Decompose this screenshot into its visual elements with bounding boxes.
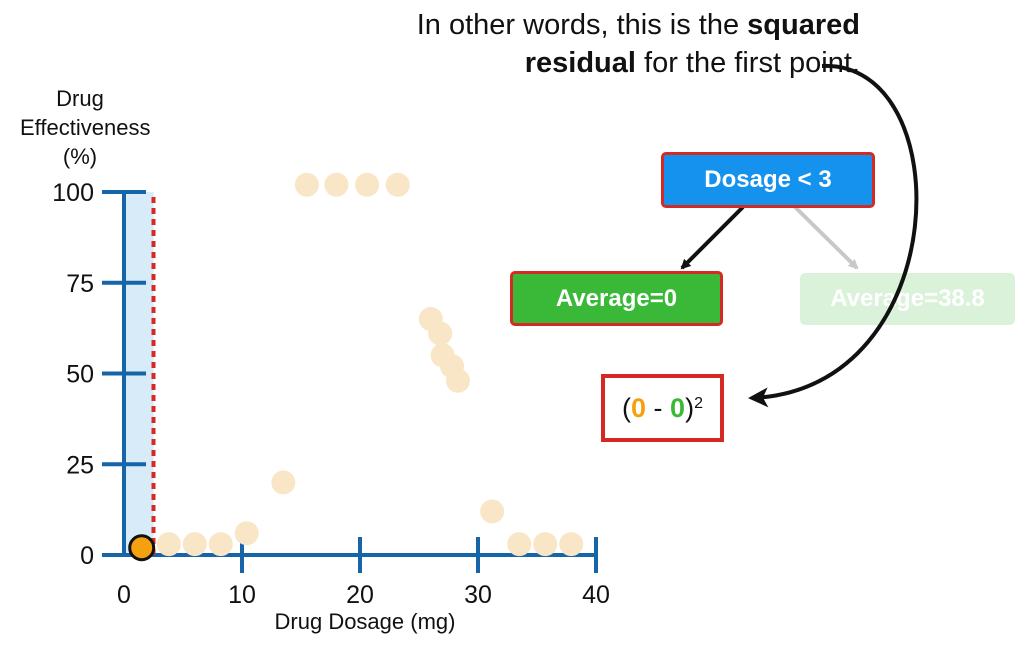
data-point-11 xyxy=(428,321,453,346)
formula-exponent: 2 xyxy=(694,395,703,412)
data-point-9 xyxy=(385,172,410,197)
data-point-6 xyxy=(294,172,319,197)
y-axis-label-line2: Effectiveness xyxy=(20,115,151,140)
annotation-line1-plain: In other words, this is the xyxy=(416,9,748,41)
y-axis-label-line1: Drug xyxy=(56,86,104,111)
x-tick-label-30: 30 xyxy=(464,581,492,609)
x-tick-label-0: 0 xyxy=(117,581,131,609)
y-tick-label-50: 50 xyxy=(66,361,94,389)
annotation-line2-bold: residual xyxy=(524,47,636,79)
y-axis-label: Drug Effectiveness (%) xyxy=(20,84,151,171)
x-tick-label-40: 40 xyxy=(582,581,610,609)
formula-open-paren: ( xyxy=(622,392,632,423)
tree-left-leaf: Average=0 xyxy=(510,271,723,326)
data-point-5 xyxy=(271,470,296,495)
data-point-16 xyxy=(507,532,532,557)
tree-arrows xyxy=(680,205,859,270)
root-to-left-arrow xyxy=(680,205,745,270)
formula-close-paren: ) xyxy=(685,392,695,423)
data-point-2 xyxy=(182,532,207,557)
annotation-text: In other words, this is the squared resi… xyxy=(350,6,860,82)
data-point-8 xyxy=(355,172,380,197)
highlighted-data-point xyxy=(128,534,156,562)
y-tick-label-100: 100 xyxy=(52,179,94,207)
y-tick-label-75: 75 xyxy=(66,270,94,298)
formula-predicted-value: 0 xyxy=(670,392,686,423)
data-point-4 xyxy=(234,521,259,546)
x-tick-label-10: 10 xyxy=(228,581,256,609)
data-point-7 xyxy=(324,172,349,197)
y-tick-label-25: 25 xyxy=(66,451,94,479)
tree-root-node: Dosage < 3 xyxy=(661,152,875,208)
x-axis-label: Drug Dosage (mg) xyxy=(274,609,456,634)
data-point-1 xyxy=(156,532,181,557)
annotation-line1-bold: squared xyxy=(747,9,860,41)
annotation-line2-plain: for the first point. xyxy=(635,47,860,79)
formula-observed-value: 0 xyxy=(631,392,647,423)
squared-residual-formula: (0 - 0) 2 xyxy=(601,374,724,442)
data-point-17 xyxy=(533,532,558,557)
data-point-15 xyxy=(480,499,505,524)
scatter-plot: 0 25 50 75 100 0 10 20 30 40 xyxy=(52,172,610,609)
root-to-right-arrow xyxy=(793,205,859,270)
x-tick-label-20: 20 xyxy=(346,581,374,609)
tree-right-leaf: Average=38.8 xyxy=(800,273,1015,325)
data-point-18 xyxy=(559,532,584,557)
data-point-14 xyxy=(445,368,470,393)
y-tick-label-0: 0 xyxy=(80,542,94,570)
y-axis-label-line3: (%) xyxy=(62,144,98,169)
data-point-3 xyxy=(208,532,233,557)
formula-minus: - xyxy=(646,392,671,423)
